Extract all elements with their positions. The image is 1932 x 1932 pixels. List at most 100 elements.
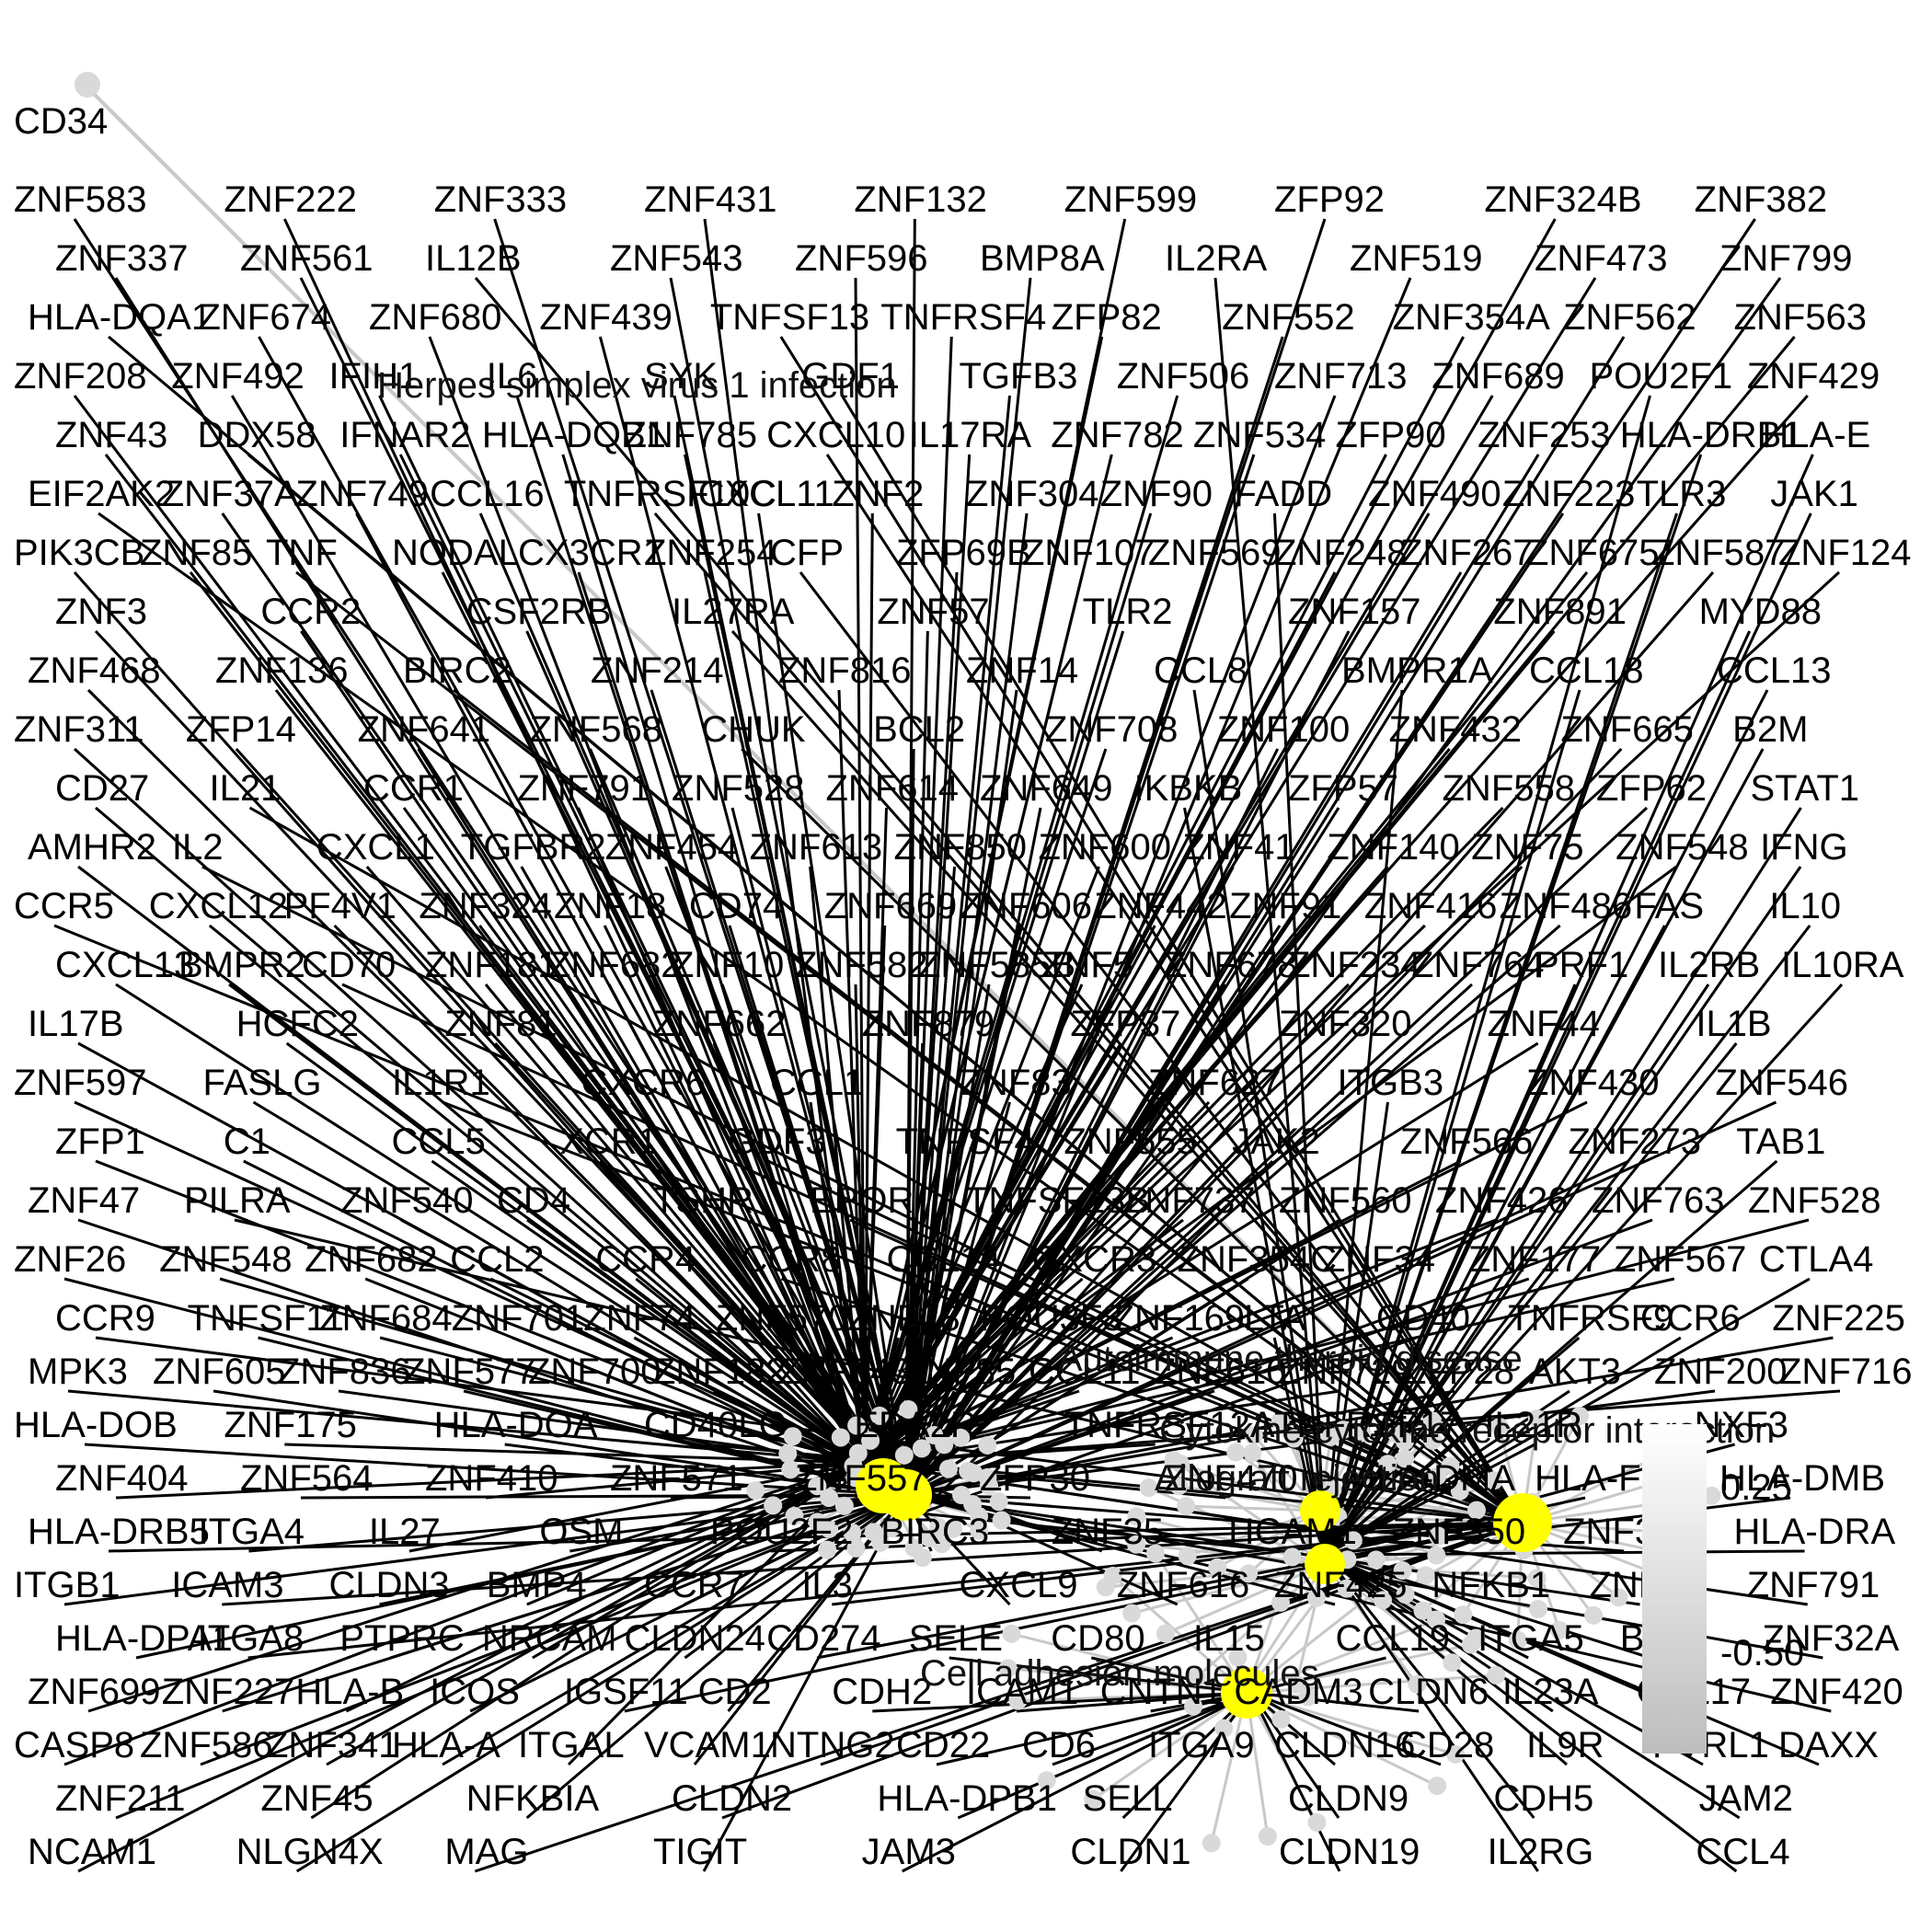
gene-label: ZNF304 — [966, 474, 1099, 514]
gene-edge — [837, 689, 867, 1464]
gene-edge — [442, 1100, 1524, 1524]
gene-label: ZNF470 — [1165, 1458, 1298, 1499]
gene-edge — [73, 571, 867, 1464]
gene-label: ZNF85 — [140, 533, 252, 573]
gene-label: HLA-DOB — [14, 1405, 178, 1445]
gene-label: EIF2AK2 — [28, 474, 175, 514]
gene-label: IL2 — [172, 827, 224, 868]
pathway-edge — [1111, 1574, 1248, 1695]
gene-node — [75, 72, 100, 98]
gene-label: IL17B — [28, 1004, 124, 1044]
gene-edge — [863, 1100, 1211, 1465]
gene-label: ZNF534 — [1193, 415, 1327, 455]
gene-edge — [135, 1493, 907, 1660]
gene-node — [992, 1511, 1011, 1530]
gene-node — [746, 1481, 765, 1501]
gene-node — [1441, 1456, 1460, 1476]
gene-label: IL27 — [369, 1512, 441, 1552]
gene-edge — [863, 336, 1104, 1464]
gene-label: CD34 — [14, 101, 108, 142]
gene-node — [899, 1400, 918, 1420]
gene-edge — [905, 924, 1561, 1497]
gene-label: ZNF587 — [1652, 533, 1786, 573]
gene-label: IL1R1 — [392, 1063, 490, 1103]
gene-node — [1156, 1624, 1175, 1643]
gene-edge — [904, 571, 1715, 1496]
legend-tick-label: -0.50 — [1720, 1633, 1804, 1673]
gene-label: ZNF528 — [672, 768, 805, 809]
gene-label: CXCL10 — [766, 415, 905, 455]
gene-label: IFIH1 — [329, 356, 420, 397]
gene-label: ZNF454 — [605, 827, 739, 868]
gene-label: TLR2 — [1083, 592, 1173, 632]
gene-label: ZNF273 — [1569, 1121, 1702, 1162]
gene-node — [1271, 1709, 1291, 1729]
gene-labels: CD34 ZNF583 ZNF222 ZNF333 ZNF431 ZNF132 ZNF599… — [14, 101, 1913, 1872]
gene-label: HCFC2 — [236, 1004, 359, 1044]
gene-label: ZNF684 — [319, 1298, 453, 1339]
gene-edge — [67, 1389, 866, 1465]
gene-label: ZNF214 — [591, 650, 724, 691]
gene-edge — [248, 806, 1524, 1524]
gene-edge — [589, 748, 908, 1496]
gene-label: ZNF606 — [960, 886, 1093, 926]
gene-label: ZNF836 — [278, 1351, 411, 1392]
gene-edge — [1016, 1691, 1252, 1713]
gene-label: ZNF563 — [1734, 297, 1868, 338]
pathway-label: Autoimmune thyroid disease — [1058, 1339, 1523, 1379]
gene-label: ZFP1 — [55, 1121, 145, 1162]
gene-edge — [864, 1041, 1539, 1465]
gene-label: ZNF799 — [1719, 238, 1853, 279]
gene-node — [978, 1467, 997, 1487]
gene-label: ZNF558 — [1443, 768, 1576, 809]
gene-edge — [957, 1691, 1252, 1820]
gene-label: FAS — [1634, 886, 1704, 926]
gene-label: IL2RB — [1658, 945, 1760, 985]
gene-edge — [904, 866, 957, 1496]
gene-label: ZNF37A — [162, 474, 299, 514]
gene-label: CADM3 — [1234, 1672, 1363, 1712]
gene-label: JAM2 — [1699, 1778, 1793, 1819]
gene-label: ZNF614 — [826, 768, 960, 809]
gene-edge — [809, 1101, 867, 1464]
gene-edge — [863, 454, 1387, 1464]
gene-node — [1387, 1424, 1407, 1443]
gene-edge — [905, 1336, 1834, 1497]
gene-edge — [904, 277, 1412, 1496]
gene-label: GDF1 — [801, 356, 900, 397]
gene-edge — [1250, 1656, 1386, 1695]
gene-edge — [1323, 925, 1666, 1556]
gene-edge — [863, 925, 887, 1464]
gene-label: ZNF227 — [162, 1672, 295, 1712]
gene-label: ZNF627 — [1148, 1063, 1282, 1103]
gene-label: ITGA4 — [198, 1512, 305, 1552]
gene-label: ZNF749 — [295, 474, 429, 514]
gene-label: BMP4 — [487, 1565, 587, 1605]
gene-label: CXCL1 — [316, 827, 435, 868]
gene-label: TGFBR2 — [461, 827, 606, 868]
pathway-edge — [1294, 1563, 1327, 1685]
gene-edge — [115, 1493, 907, 1820]
gene-label: C1 — [224, 1121, 270, 1162]
gene-edge — [95, 1159, 866, 1465]
gene-label: NXF3 — [1695, 1405, 1788, 1445]
gene-label: CCL13 — [1717, 650, 1832, 691]
gene-node — [1286, 1674, 1305, 1694]
gene-label: ZNF107 — [1022, 533, 1156, 573]
gene-label: CXCL11 — [698, 474, 834, 514]
gene-label: ZNF2 — [832, 474, 924, 514]
gene-node — [978, 1435, 997, 1455]
gene-label: BIRC2 — [403, 650, 512, 691]
gene-label: ZNF83 — [960, 1063, 1072, 1103]
gene-label: CCR4 — [595, 1239, 696, 1280]
gene-label: EPOR — [810, 1180, 914, 1221]
gene-node — [1084, 1789, 1103, 1809]
gene-label: IL9R — [1526, 1725, 1604, 1765]
gene-label: CD40LG — [644, 1405, 788, 1445]
gene-label: IL23A — [1502, 1672, 1599, 1712]
gene-label: CXCL12 — [149, 886, 288, 926]
gene-label: CLDN6 — [1368, 1672, 1489, 1712]
gene-label: ZNF700 — [528, 1351, 661, 1392]
gene-node — [847, 1416, 867, 1435]
gene-label: ZNF222 — [224, 179, 356, 220]
